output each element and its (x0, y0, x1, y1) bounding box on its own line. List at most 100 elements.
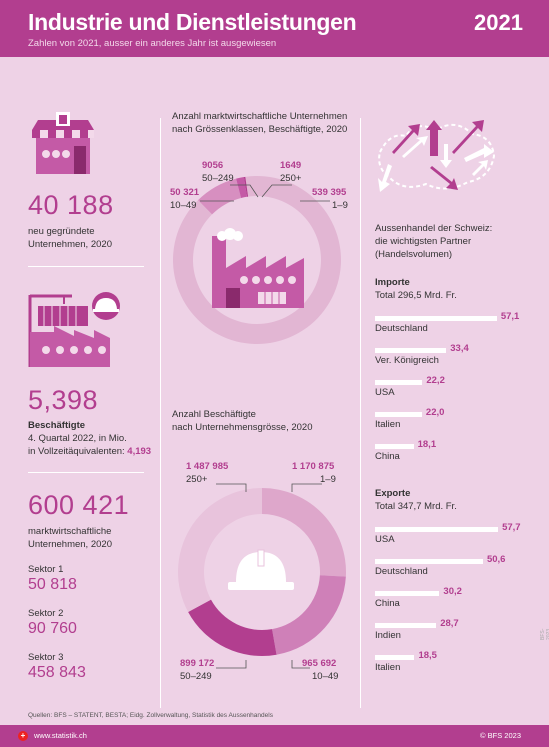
donut-slice-10-49 (272, 575, 346, 655)
side-note: BFS-2023 (540, 628, 549, 640)
bar (375, 444, 414, 449)
column-divider-1 (160, 118, 161, 708)
c2-label-10-49-cat: 10–49 (312, 671, 339, 682)
header: Industrie und Dienstleistungen Zahlen vo… (0, 0, 549, 57)
column-divider-2 (360, 118, 361, 708)
factory-icon (212, 228, 304, 308)
footer-copyright: © BFS 2023 (480, 731, 521, 740)
bar (375, 348, 447, 353)
c1-label-50-249-cat: 50–249 (202, 173, 234, 184)
c2-label-50-249-cat: 50–249 (180, 671, 212, 682)
employed-value: 5,398 (28, 385, 99, 415)
helmet-icon (228, 549, 294, 590)
bar-category-label: Ver. Königreich (375, 355, 439, 366)
c1-label-250plus-cat: 250+ (280, 173, 302, 184)
c2-leader-lines (216, 483, 322, 669)
bar (375, 655, 415, 660)
market-companies-label-2: Unternehmen, 2020 (28, 539, 112, 550)
trade-title-3: (Handelsvolumen) (375, 249, 453, 260)
bar-category-label: USA (375, 387, 395, 398)
donut-slice-10-49 (198, 178, 242, 215)
new-companies-value: 40 188 (28, 190, 114, 220)
exports-title: Exporte (375, 488, 411, 499)
page-title: Industrie und Dienstleistungen (28, 9, 357, 35)
footer: + www.statistik.ch © BFS 2023 (0, 725, 549, 747)
bar (375, 559, 483, 564)
sector-3-label: Sektor 3 (28, 652, 64, 663)
c1-label-10-49-cat: 10–49 (170, 200, 197, 211)
c2-label-250plus-value: 1 487 985 (186, 461, 229, 472)
bar-value-label: 50,6 (486, 554, 506, 565)
c2-label-250plus-cat: 250+ (186, 474, 208, 485)
bar (375, 591, 440, 596)
market-companies-label-1: marktwirtschaftliche (28, 526, 112, 537)
exports-total: Total 347,7 Mrd. Fr. (375, 501, 457, 512)
companies-chart-title-2: nach Grössenklassen, Beschäftigte, 2020 (172, 124, 348, 135)
c1-label-10-49-value: 50 321 (170, 187, 200, 198)
bar-category-label: Italien (375, 662, 401, 673)
bar-category-label: USA (375, 534, 395, 545)
donut-slice-50-249 (188, 599, 277, 656)
bar-value-label: 18,5 (418, 650, 437, 661)
c1-label-50-249-value: 9056 (202, 160, 224, 171)
employed-label-bold: Beschäftigte (28, 420, 86, 431)
sources-note: Quellen: BFS – STATENT, BESTA; Eidg. Zol… (28, 712, 273, 719)
bar-category-label: Deutschland (375, 323, 428, 334)
trade-title-1: Aussenhandel der Schweiz: (375, 223, 493, 234)
crane-icon (28, 292, 120, 367)
bar-value-label: 57,1 (500, 311, 520, 322)
employed-label-1: 4. Quartal 2022, in Mio. (28, 433, 127, 444)
footer-url[interactable]: www.statistik.ch (34, 731, 87, 740)
bar-value-label: 22,2 (426, 375, 445, 386)
companies-donut-chart (173, 176, 341, 344)
employees-donut-chart (178, 488, 346, 656)
sector-1-value: 50 818 (28, 576, 77, 593)
employed-label-2: in Vollzeitäquivalenten: 4,193 (28, 446, 152, 457)
bar-category-label: China (375, 451, 400, 462)
sector-1-label: Sektor 1 (28, 564, 64, 575)
imports-title: Importe (375, 277, 410, 288)
sector-3-value: 458 843 (28, 664, 86, 681)
divider-2 (28, 472, 144, 473)
bar-category-label: China (375, 598, 400, 609)
donut-slice-1-9 (262, 488, 346, 577)
companies-chart-title-1: Anzahl marktwirtschaftliche Unternehmen (172, 111, 348, 122)
c2-label-1-9-value: 1 170 875 (292, 461, 335, 472)
bar-category-label: Italien (375, 419, 401, 430)
bar (375, 380, 423, 385)
trade-title-2: die wichtigsten Partner (375, 236, 472, 247)
trade-map-icon (378, 120, 496, 192)
c2-label-50-249-value: 899 172 (180, 658, 215, 669)
bar-category-label: Indien (375, 630, 401, 641)
bar-value-label: 33,4 (450, 343, 469, 354)
c1-label-1-9-value: 539 395 (312, 187, 347, 198)
bar (375, 623, 437, 628)
c2-label-1-9-cat: 1–9 (320, 474, 336, 485)
bar (375, 527, 499, 532)
donut-slice-250+ (178, 488, 262, 612)
c1-leader-lines (200, 184, 330, 202)
new-companies-label-1: neu gegründete (28, 226, 95, 237)
shop-icon (32, 112, 94, 174)
sector-2-label: Sektor 2 (28, 608, 64, 619)
bar-value-label: 22,0 (425, 407, 445, 418)
employees-chart-title-2: nach Unternehmensgrösse, 2020 (172, 422, 313, 433)
new-companies-label-2: Unternehmen, 2020 (28, 239, 112, 250)
c2-label-10-49-value: 965 692 (302, 658, 337, 669)
bar-category-label: Deutschland (375, 566, 428, 577)
sector-2-value: 90 760 (28, 620, 77, 637)
bar-value-label: 30,2 (443, 586, 462, 597)
imports-total: Total 296,5 Mrd. Fr. (375, 290, 457, 301)
market-companies-value: 600 421 (28, 490, 130, 520)
c1-label-1-9-cat: 1–9 (332, 200, 348, 211)
donut-slice-50-249 (236, 177, 248, 199)
year-badge: 2021 (474, 10, 523, 35)
divider-1 (28, 266, 144, 267)
c1-label-250plus-value: 1649 (280, 160, 302, 171)
bar (375, 412, 422, 417)
employed-fte-value: 4,193 (127, 446, 152, 457)
bar (375, 316, 497, 321)
bar-value-label: 57,7 (502, 522, 521, 533)
donut-slice-250+ (243, 176, 249, 197)
swiss-flag-icon: + (18, 731, 28, 741)
